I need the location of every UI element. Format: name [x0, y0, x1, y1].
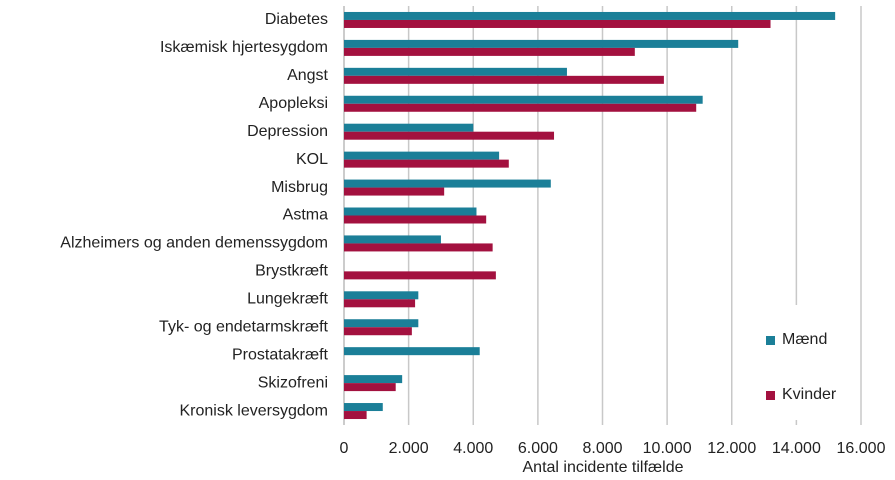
- bar: [344, 411, 367, 420]
- bar: [344, 103, 697, 112]
- bar: [344, 215, 487, 224]
- x-tick-label: 6.000: [518, 440, 558, 457]
- x-tick-label: 0: [340, 440, 349, 457]
- bar: [344, 123, 474, 132]
- x-axis-label: Antal incidente tilfælde: [523, 459, 684, 476]
- bar: [344, 327, 412, 336]
- bar: [344, 95, 703, 104]
- y-tick-label: Lungekræft: [247, 291, 328, 308]
- y-tick-label: Kronisk leversygdom: [180, 402, 329, 419]
- y-tick-label: Skizofreni: [258, 374, 328, 391]
- bar: [344, 235, 441, 244]
- y-tick-label: Depression: [247, 123, 328, 140]
- bar: [344, 47, 635, 56]
- bar: [344, 179, 551, 188]
- bar: [344, 75, 664, 84]
- bar: [344, 159, 509, 168]
- y-tick-label: Apopleksi: [259, 95, 328, 112]
- bar: [344, 131, 555, 140]
- y-tick-label: KOL: [296, 151, 328, 168]
- bar: [344, 375, 403, 384]
- y-tick-label: Misbrug: [271, 179, 328, 196]
- x-tick-label: 8.000: [582, 440, 622, 457]
- y-tick-label: Astma: [283, 207, 328, 224]
- y-tick-label: Tyk- og endetarmskræft: [159, 318, 329, 335]
- x-tick-label: 14.000: [772, 440, 821, 457]
- bar: [344, 383, 396, 392]
- y-tick-label: Prostatakræft: [232, 346, 329, 363]
- legend-box: [755, 305, 860, 420]
- bar: [344, 19, 771, 28]
- bar: [344, 347, 480, 356]
- y-tick-label: Angst: [287, 67, 328, 84]
- bar: [344, 11, 836, 20]
- bar: [344, 151, 500, 160]
- x-tick-label: 12.000: [707, 440, 756, 457]
- y-tick-label: Iskæmisk hjertesygdom: [160, 39, 328, 56]
- x-tick-label: 4.000: [453, 440, 493, 457]
- bar: [344, 403, 383, 412]
- bar: [344, 243, 493, 252]
- y-tick-label: Brystkræft: [255, 263, 328, 280]
- bar: [344, 39, 739, 48]
- x-tick-label: 16.000: [837, 440, 886, 457]
- bar: [344, 271, 496, 280]
- bar: [344, 299, 416, 308]
- x-tick-label: 10.000: [643, 440, 692, 457]
- legend-swatch: [766, 336, 775, 345]
- bar: [344, 67, 567, 76]
- legend-swatch: [766, 391, 775, 400]
- x-tick-label: 2.000: [389, 440, 429, 457]
- bar: [344, 207, 477, 216]
- legend-label: Kvinder: [782, 386, 837, 403]
- y-tick-label: Diabetes: [265, 11, 328, 28]
- bar: [344, 187, 445, 196]
- bar: [344, 319, 419, 328]
- bar: [344, 291, 419, 300]
- y-tick-label: Alzheimers og anden demenssygdom: [60, 235, 328, 252]
- legend-label: Mænd: [782, 331, 827, 348]
